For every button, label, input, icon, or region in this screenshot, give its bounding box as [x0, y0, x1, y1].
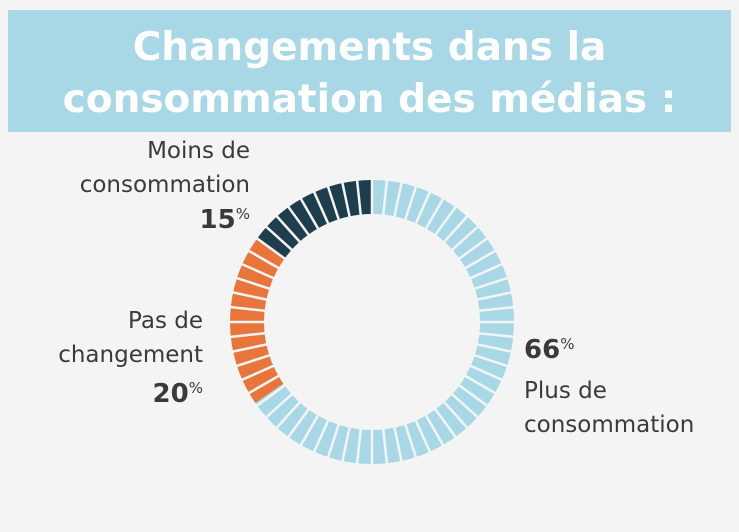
- segment-gap: [476, 343, 513, 353]
- segment-gap: [478, 331, 515, 339]
- segment-gap: [433, 407, 458, 439]
- category-label: Plus de consommation: [524, 378, 694, 438]
- segment-gap: [275, 214, 302, 244]
- segment-gap: [286, 407, 311, 439]
- segment-gap: [469, 262, 504, 280]
- segment-gap: [299, 414, 320, 447]
- value-label: 66%: [524, 335, 574, 365]
- category-label: Moins de consommation: [80, 138, 250, 198]
- value-label: 20%: [153, 379, 203, 409]
- segment-gap: [240, 364, 275, 382]
- segment-gap: [414, 419, 432, 454]
- segment-gap: [450, 225, 480, 252]
- segment-gap: [381, 428, 389, 465]
- segment-gap: [231, 343, 268, 353]
- segment-gap: [235, 276, 271, 291]
- segment-gap: [264, 225, 294, 252]
- segment-gap: [473, 353, 509, 368]
- segment-gap: [403, 423, 418, 459]
- segment-gap: [424, 197, 445, 230]
- category-label: Pas de changement: [58, 308, 203, 368]
- segment-gap: [275, 400, 302, 430]
- segment-gap: [457, 236, 489, 261]
- segment-gap: [442, 214, 469, 244]
- segment-gap: [478, 305, 515, 313]
- donut-slice: [257, 180, 373, 259]
- segment-gap: [414, 190, 432, 225]
- segment-gap: [229, 331, 266, 339]
- segment-gap: [433, 205, 458, 237]
- header-band: Changements dans la consommation des méd…: [8, 10, 731, 132]
- segment-gap: [393, 426, 403, 463]
- segment-gap: [442, 400, 469, 430]
- segment-gap: [247, 374, 280, 395]
- segment-gap: [240, 262, 275, 280]
- segment-gap: [326, 185, 341, 221]
- segment-gap: [341, 426, 351, 463]
- segment-gap: [403, 185, 418, 221]
- segment-gap: [312, 190, 330, 225]
- segment-gap: [326, 423, 341, 459]
- segment-gap: [312, 419, 330, 454]
- chart-title: Changements dans la consommation des méd…: [62, 25, 677, 122]
- segment-gap: [464, 249, 497, 270]
- segment-gap: [473, 276, 509, 291]
- segment-gap: [341, 181, 351, 218]
- segment-gap: [255, 236, 287, 261]
- segment-gap: [476, 291, 513, 301]
- segment-gap: [355, 428, 363, 465]
- segment-gap: [229, 305, 266, 313]
- segment-gap: [393, 181, 403, 218]
- segment-gap: [464, 374, 497, 395]
- segment-gap: [235, 353, 271, 368]
- segment-gap: [299, 197, 320, 230]
- segment-gap: [450, 392, 480, 419]
- value-label: 15%: [200, 205, 250, 235]
- segment-gap: [264, 392, 294, 419]
- segment-gap: [286, 205, 311, 237]
- segment-gap: [381, 179, 389, 216]
- segment-gap: [424, 414, 445, 447]
- segment-gap: [355, 179, 363, 216]
- donut-slice: [230, 237, 286, 403]
- segment-gap: [231, 291, 268, 301]
- segment-gap: [255, 383, 287, 408]
- segment-gap: [469, 364, 504, 382]
- segment-gap: [457, 383, 489, 408]
- segment-gap: [247, 249, 280, 270]
